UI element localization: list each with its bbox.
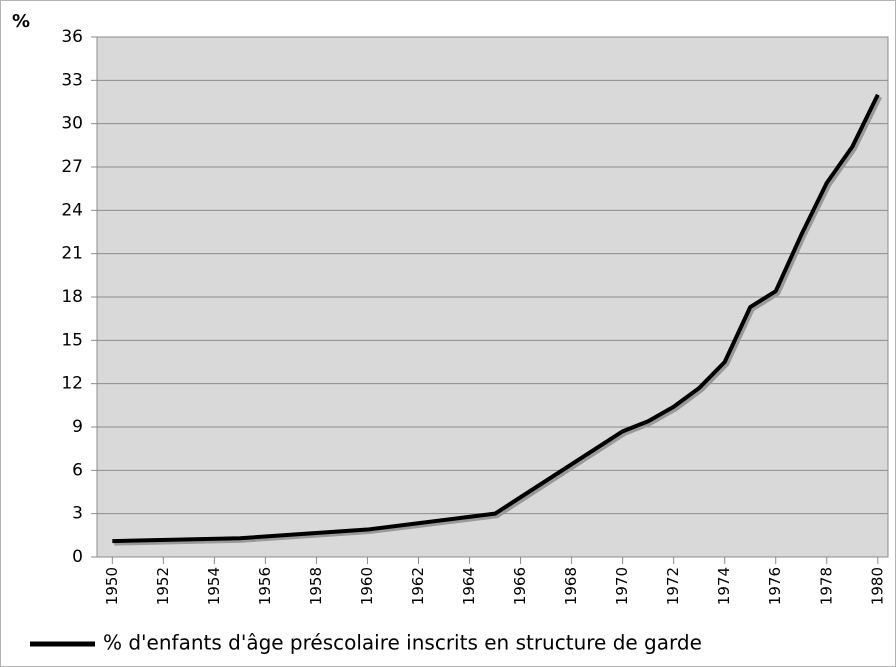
x-tick-label: 1952 bbox=[154, 567, 172, 605]
y-tick-label: 36 bbox=[61, 27, 83, 47]
x-tick-label: 1974 bbox=[715, 567, 733, 605]
x-tick-label: 1964 bbox=[460, 567, 478, 605]
x-tick-label: 1958 bbox=[307, 567, 325, 605]
x-tick-label: 1980 bbox=[868, 567, 886, 605]
x-tick-label: 1950 bbox=[103, 567, 121, 605]
y-tick-label: 9 bbox=[72, 417, 83, 437]
y-axis-label: % bbox=[12, 11, 30, 32]
x-tick-label: 1976 bbox=[766, 567, 784, 605]
y-tick-label: 3 bbox=[72, 504, 83, 524]
x-tick-label: 1972 bbox=[664, 567, 682, 605]
y-tick-label: 24 bbox=[61, 200, 83, 220]
y-tick-label: 33 bbox=[61, 70, 83, 90]
line-shadow bbox=[114, 95, 883, 546]
x-tick-label: 1970 bbox=[613, 567, 631, 605]
y-tick-label: 6 bbox=[72, 460, 83, 480]
y-tick-label: 27 bbox=[61, 157, 83, 177]
series-line bbox=[112, 93, 880, 544]
legend-label: % d'enfants d'âge préscolaire inscrits e… bbox=[103, 631, 702, 655]
y-tick-label: 15 bbox=[61, 330, 83, 350]
x-tick-label: 1960 bbox=[358, 567, 376, 605]
y-tick-label: 0 bbox=[72, 547, 83, 567]
x-tick-label: 1954 bbox=[205, 567, 223, 605]
y-tick-label: 12 bbox=[61, 374, 83, 394]
y-tick-label: 30 bbox=[61, 114, 83, 134]
x-tick-label: 1978 bbox=[817, 567, 835, 605]
x-tick-label: 1962 bbox=[409, 567, 427, 605]
y-tick-label: 21 bbox=[61, 244, 83, 264]
x-tick-label: 1968 bbox=[562, 567, 580, 605]
y-tick-label: 18 bbox=[61, 287, 83, 307]
x-tick-label: 1956 bbox=[256, 567, 274, 605]
x-tick-label: 1966 bbox=[511, 567, 529, 605]
